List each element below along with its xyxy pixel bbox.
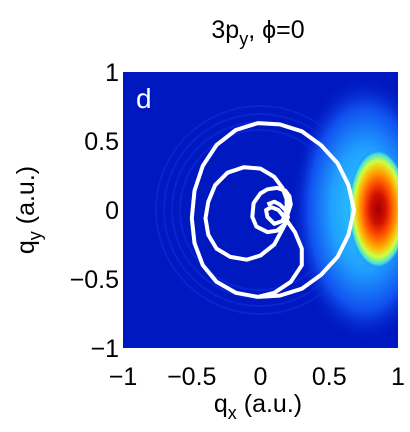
y-tick-label: 0 [105, 197, 119, 225]
y-axis-ticks: 1 0.5 0 −0.5 −1 [70, 59, 119, 363]
y-tick-label: 0.5 [84, 128, 119, 156]
heatmap [123, 72, 398, 348]
chart-title: 3py, ϕ=0 [211, 16, 304, 49]
x-tick-label: 1 [391, 363, 405, 391]
x-tick-label: −1 [109, 363, 138, 391]
x-tick-label: 0 [254, 363, 268, 391]
trajectory-curve [189, 121, 356, 299]
x-tick-label: −0.5 [167, 363, 216, 391]
y-tick-label: 1 [105, 59, 119, 87]
y-tick-label: −1 [90, 335, 119, 363]
y-tick-label: −0.5 [70, 266, 119, 294]
x-axis-ticks: −1 −0.5 0 0.5 1 [109, 363, 405, 391]
heatmap-peak [348, 149, 398, 269]
y-axis-label: qy (a.u.) [12, 166, 45, 254]
x-axis-label: qx (a.u.) [214, 390, 302, 423]
panel-label: d [136, 83, 152, 114]
x-tick-label: 0.5 [312, 363, 347, 391]
